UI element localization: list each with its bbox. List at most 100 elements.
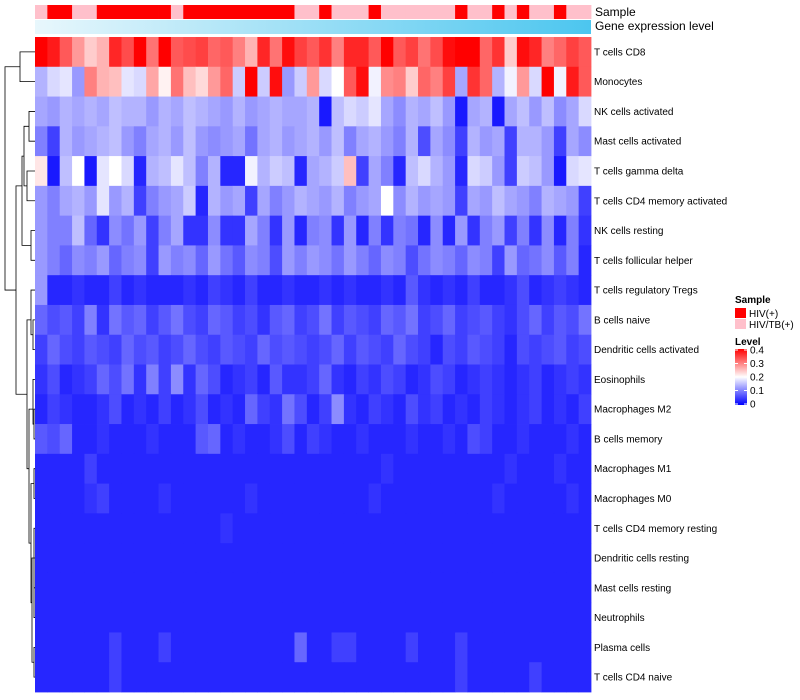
- heatmap-cell: [121, 334, 135, 365]
- heatmap-cell: [331, 245, 345, 276]
- heatmap-cell: [294, 632, 308, 663]
- row-label: T cells CD4 memory resting: [594, 524, 717, 535]
- heatmap-cell: [393, 215, 407, 246]
- heatmap-cell: [529, 572, 542, 604]
- heatmap-cell: [455, 96, 468, 127]
- heatmap-cell: [368, 632, 382, 663]
- legend-level-ticks: 0.4 0.3 0.2 0.1 0: [735, 346, 764, 411]
- heatmap-cell: [257, 334, 271, 365]
- heatmap-cell: [84, 304, 98, 336]
- heatmap-cell: [430, 453, 444, 484]
- heatmap-cell: [158, 543, 172, 574]
- heatmap-cell: [245, 66, 258, 97]
- heatmap-cell: [195, 662, 209, 693]
- heatmap-cell: [121, 364, 135, 395]
- heatmap-cell: [35, 632, 48, 663]
- heatmap-cell: [109, 126, 122, 157]
- heatmap-cell: [418, 453, 431, 484]
- heatmap-cell: [59, 543, 73, 574]
- dendrogram-branch: [19, 51, 35, 83]
- heatmap-cell: [72, 513, 85, 544]
- heatmap-cell: [306, 37, 320, 68]
- heatmap-cell: [195, 37, 209, 68]
- heatmap-cell: [121, 662, 135, 693]
- heatmap-cell: [492, 602, 505, 633]
- heatmap-cell: [578, 156, 592, 187]
- heatmap-cell: [331, 572, 345, 604]
- heatmap-cell: [220, 66, 234, 97]
- heatmap-cell: [578, 572, 592, 604]
- heatmap-cell: [541, 662, 555, 693]
- heatmap-cell: [380, 662, 394, 693]
- sample-annotation-cell: [405, 5, 419, 19]
- legend-level-title: Level: [735, 337, 761, 348]
- heatmap-cell: [294, 275, 308, 306]
- legend-level-tick-label: 0: [750, 400, 756, 411]
- heatmap-cell: [294, 602, 308, 633]
- heatmap-cell: [442, 126, 456, 157]
- heatmap-cell: [455, 37, 468, 68]
- heatmap-cell: [294, 215, 308, 246]
- heatmap-cell: [566, 126, 580, 157]
- heatmap-cell: [405, 453, 419, 484]
- heatmap-cell: [133, 275, 147, 306]
- heatmap-cell: [343, 215, 357, 246]
- heatmap-cell: [541, 275, 555, 306]
- sample-annotation-cell: [455, 5, 468, 19]
- heatmap-cell: [84, 245, 98, 276]
- sample-annotation-cell: [442, 5, 456, 19]
- row-label: T cells regulatory Tregs: [594, 286, 698, 297]
- heatmap-cell: [492, 275, 505, 306]
- heatmap-cell: [553, 632, 567, 663]
- heatmap-cell: [35, 453, 48, 484]
- dendrogram-branch: [30, 289, 35, 336]
- heatmap-cell: [553, 126, 567, 157]
- heatmap-cell: [430, 66, 444, 97]
- heatmap-cell: [529, 543, 542, 574]
- legend-level-tick-label: 0.1: [750, 386, 764, 397]
- heatmap-cell: [121, 185, 135, 217]
- heatmap-cell: [393, 572, 407, 604]
- heatmap-cell: [578, 185, 592, 217]
- heatmap-cell: [96, 453, 110, 484]
- heatmap-cell: [442, 572, 456, 604]
- heatmap-cell: [516, 394, 530, 425]
- heatmap-cell: [319, 483, 332, 514]
- heatmap-cell: [72, 185, 85, 217]
- heatmap-cell: [84, 364, 98, 395]
- heatmap-cell: [529, 602, 542, 633]
- heatmap-cell: [96, 602, 110, 633]
- heatmap-cell: [47, 572, 61, 604]
- heatmap-cell: [578, 37, 592, 68]
- heatmap-cell: [553, 185, 567, 217]
- heatmap-cell: [269, 394, 283, 425]
- sample-annotation-cell: [158, 5, 172, 19]
- heatmap-cell: [368, 215, 382, 246]
- heatmap-cell: [430, 126, 444, 157]
- heatmap-cell: [405, 632, 419, 663]
- heatmap-cell: [183, 483, 197, 514]
- heatmap-cell: [35, 156, 48, 187]
- heatmap-cell: [393, 483, 407, 514]
- heatmap-cell: [84, 602, 98, 633]
- heatmap-cell: [479, 543, 493, 574]
- heatmap-cell: [578, 483, 592, 514]
- heatmap-cell: [72, 572, 85, 604]
- heatmap-cell: [368, 185, 382, 217]
- heatmap-cell: [356, 453, 369, 484]
- heatmap-cell: [492, 662, 505, 693]
- heatmap-cell: [516, 572, 530, 604]
- heatmap-cell: [331, 304, 345, 336]
- sample-annotation-cell: [541, 5, 555, 19]
- heatmap-cell: [343, 572, 357, 604]
- heatmap-cell: [380, 275, 394, 306]
- heatmap-cell: [306, 334, 320, 365]
- dendrogram-branch: [28, 111, 35, 142]
- heatmap-cell: [368, 453, 382, 484]
- heatmap-cell: [393, 66, 407, 97]
- heatmap-cell: [479, 215, 493, 246]
- heatmap-cell: [442, 156, 456, 187]
- heatmap-cell: [146, 275, 159, 306]
- heatmap-cell: [553, 453, 567, 484]
- heatmap-cell: [504, 364, 518, 395]
